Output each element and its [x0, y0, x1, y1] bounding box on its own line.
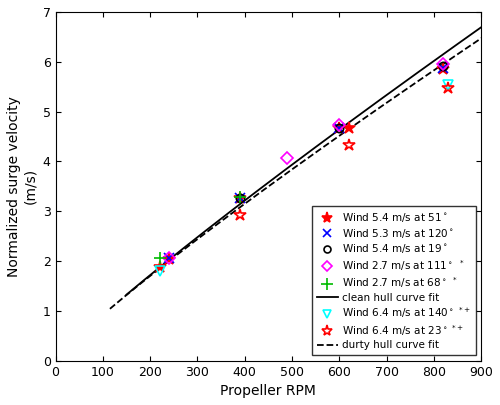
X-axis label: Propeller RPM: Propeller RPM: [220, 384, 316, 398]
Legend: Wind 5.4 m/s at 51$^\circ$, Wind 5.3 m/s at 120$^\circ$, Wind 5.4 m/s at 19$^\ci: Wind 5.4 m/s at 51$^\circ$, Wind 5.3 m/s…: [312, 206, 476, 356]
Y-axis label: Normalized surge velocity
(m/s): Normalized surge velocity (m/s): [7, 96, 37, 277]
